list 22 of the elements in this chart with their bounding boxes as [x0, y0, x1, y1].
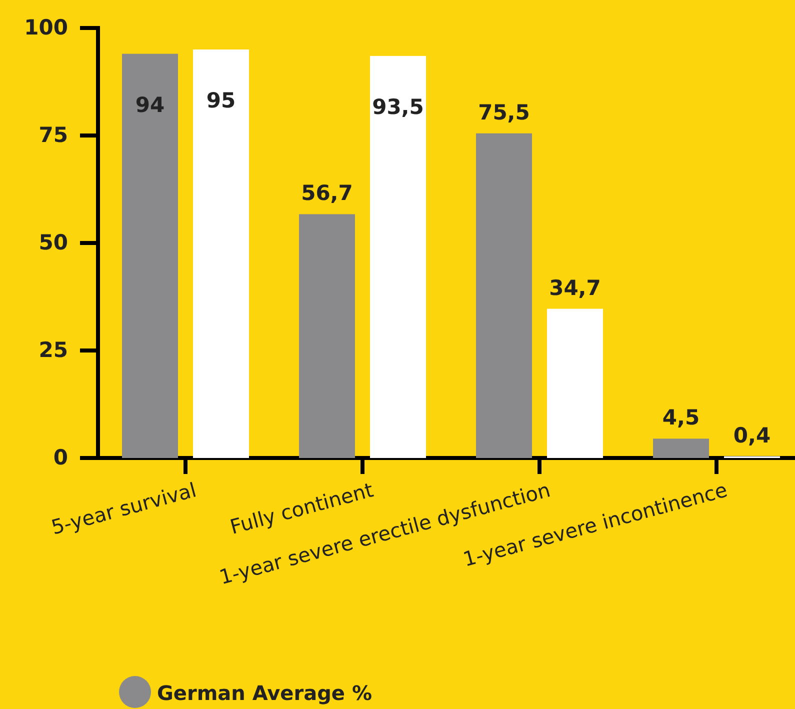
bar: [299, 214, 355, 458]
bar: [476, 133, 532, 458]
data-label: 0,4: [733, 423, 771, 448]
legend-label: German Average %: [157, 681, 372, 705]
bar: [653, 438, 709, 458]
y-tick-label: 50: [38, 230, 68, 255]
y-tick-label: 75: [38, 123, 68, 148]
data-label: 94: [135, 92, 165, 117]
bar: [122, 54, 178, 458]
data-label: 93,5: [372, 94, 424, 119]
data-label: 75,5: [478, 100, 530, 124]
bar: [547, 308, 603, 458]
data-label: 34,7: [549, 276, 601, 300]
data-label: 56,7: [301, 181, 353, 206]
data-label: 95: [206, 88, 236, 112]
y-tick-label: 100: [24, 16, 68, 40]
y-tick-label: 25: [38, 338, 68, 362]
x-tick-label: 5-year survival: [48, 478, 199, 540]
bar: [370, 56, 426, 458]
bar: [193, 50, 249, 458]
data-label: 4,5: [662, 406, 700, 430]
y-tick-label: 0: [53, 446, 68, 470]
